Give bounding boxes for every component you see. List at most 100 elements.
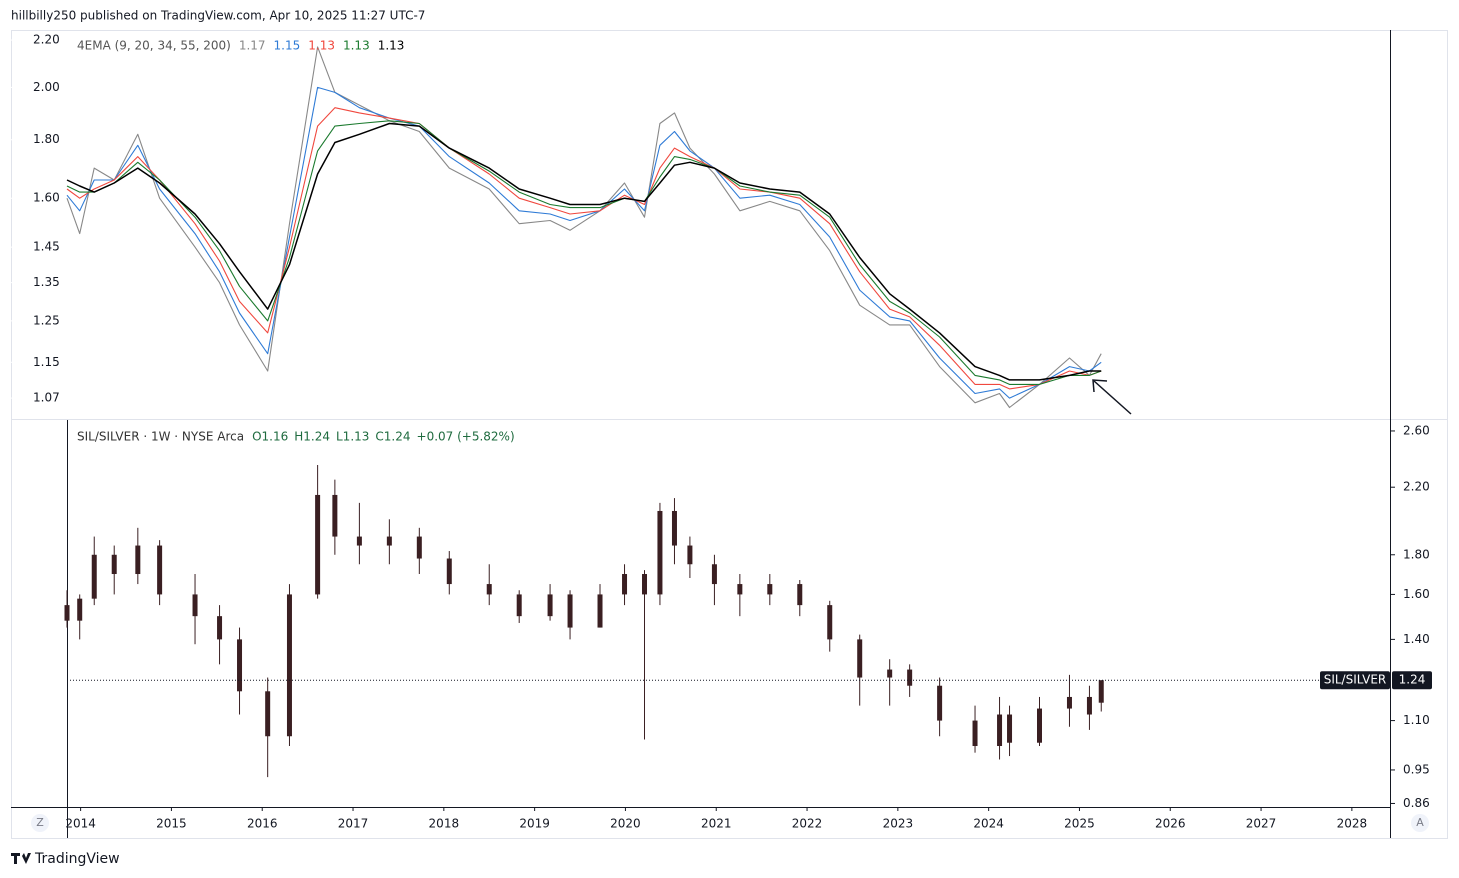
candle-body <box>547 594 553 617</box>
x-tick-label: 2025 <box>1064 817 1095 831</box>
y-tick-label: 1.80 <box>33 132 60 146</box>
x-tick-label: 2027 <box>1246 817 1277 831</box>
candle-body <box>332 494 338 537</box>
symbol-title: SIL/SILVER · 1W · NYSE Arca <box>77 430 244 444</box>
candle-body <box>356 536 362 546</box>
candle-body <box>1098 680 1104 703</box>
button-label[interactable]: A <box>1416 816 1424 829</box>
candle-body <box>1066 696 1072 709</box>
ohlc-item: L1.13 <box>336 430 369 444</box>
y-tick-label: 2.00 <box>33 80 60 94</box>
price-label-box <box>1320 671 1390 690</box>
chart-frame <box>11 30 1448 839</box>
scale-button[interactable]: Z <box>31 814 49 832</box>
candle-body <box>386 536 392 546</box>
candle-body <box>286 594 292 737</box>
candle-body <box>416 536 422 559</box>
x-tick-label: 2015 <box>156 817 187 831</box>
x-tick-label: 2023 <box>883 817 914 831</box>
indicator-value: 1.17 <box>239 39 266 53</box>
candle-body <box>597 594 603 628</box>
candle-body <box>1007 714 1013 743</box>
x-tick-label: 2017 <box>338 817 369 831</box>
x-tick-label: 2018 <box>429 817 460 831</box>
candle-body <box>622 574 628 595</box>
candle-body <box>887 669 893 678</box>
price-value-box <box>1392 671 1432 690</box>
indicator-title: 4EMA (9, 20, 34, 55, 200) <box>77 39 231 53</box>
x-tick-label: 2019 <box>519 817 550 831</box>
candle-body <box>671 510 677 546</box>
candle-body <box>687 545 693 565</box>
candle-body <box>907 669 913 686</box>
y-tick-label: 0.86 <box>1403 796 1430 810</box>
indicator-value: 1.13 <box>343 39 370 53</box>
candle-body <box>857 639 863 678</box>
y-tick-label: 1.25 <box>33 313 60 327</box>
candle-body <box>135 545 141 575</box>
candle-body <box>486 584 492 595</box>
ohlc-item: H1.24 <box>294 430 330 444</box>
candle-body <box>972 720 978 747</box>
ema-line <box>66 107 1102 390</box>
candle-body <box>827 605 833 640</box>
x-tick-label: 2024 <box>973 817 1004 831</box>
candle-body <box>1086 696 1092 715</box>
candle-body <box>192 594 198 617</box>
x-tick-label: 2026 <box>1155 817 1186 831</box>
y-tick-label: 1.07 <box>33 391 60 405</box>
candle-body <box>157 545 163 595</box>
brand-logo <box>11 853 31 864</box>
y-tick-label: 1.35 <box>33 275 60 289</box>
y-tick-label: 0.95 <box>1403 762 1430 776</box>
candle-body <box>64 605 70 621</box>
candle-body <box>315 494 321 595</box>
y-tick-label: 1.15 <box>33 355 60 369</box>
candle-body <box>1037 708 1043 743</box>
y-tick-label: 2.20 <box>1403 480 1430 494</box>
candle-body <box>997 714 1003 747</box>
y-tick-label: 1.60 <box>33 191 60 205</box>
candle-body <box>111 554 117 575</box>
y-tick-label: 1.80 <box>1403 547 1430 561</box>
candle-body <box>217 616 223 640</box>
candle-body <box>711 564 717 585</box>
y-tick-label: 2.60 <box>1403 423 1430 437</box>
candle-body <box>737 584 743 595</box>
auto-button[interactable]: A <box>1411 814 1429 832</box>
x-tick-label: 2022 <box>792 817 823 831</box>
candle-body <box>516 594 522 617</box>
candle-body <box>567 594 573 628</box>
candle-body <box>77 598 83 621</box>
y-tick-label: 1.60 <box>1403 587 1430 601</box>
indicator-value: 1.13 <box>308 39 335 53</box>
ema-line <box>66 122 1102 381</box>
price-label-name: SIL/SILVER <box>1324 673 1387 687</box>
publisher-header: hillbilly250 published on TradingView.co… <box>11 9 425 23</box>
candle-body <box>767 584 773 595</box>
brand-name: TradingView <box>34 851 120 867</box>
x-tick-label: 2016 <box>247 817 278 831</box>
x-tick-label: 2028 <box>1337 817 1368 831</box>
candle-body <box>937 685 943 721</box>
candle-body <box>797 584 803 606</box>
x-tick-label: 2021 <box>701 817 732 831</box>
candle-body <box>642 574 648 595</box>
ohlc-item: C1.24 <box>375 430 410 444</box>
price-value: 1.24 <box>1399 673 1426 687</box>
x-tick-label: 2020 <box>610 817 641 831</box>
y-tick-label: 1.40 <box>1403 632 1430 646</box>
y-tick-label: 1.45 <box>33 240 60 254</box>
ema-line <box>66 120 1102 385</box>
y-tick-label: 1.10 <box>1403 713 1430 727</box>
button-label[interactable]: Z <box>36 816 44 829</box>
indicator-value: 1.13 <box>378 39 405 53</box>
x-tick-label: 2014 <box>65 817 96 831</box>
ohlc-item: +0.07 (+5.82%) <box>417 430 515 444</box>
ohlc-item: O1.16 <box>252 430 288 444</box>
candle-body <box>657 510 663 595</box>
candle-body <box>237 639 243 692</box>
